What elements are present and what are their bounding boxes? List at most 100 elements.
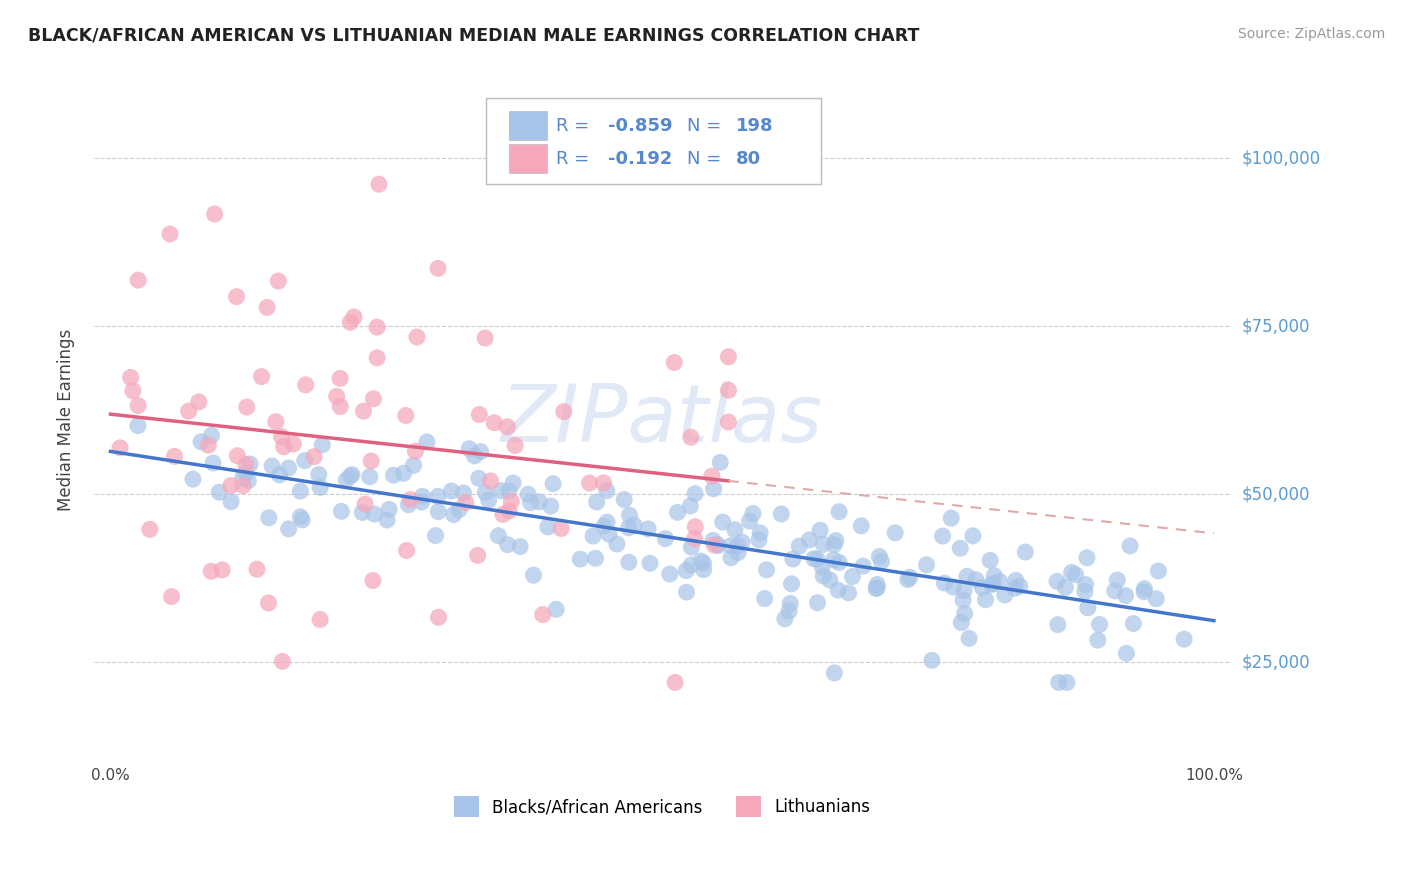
Point xyxy=(953,583,976,598)
Point xyxy=(700,469,723,483)
Point xyxy=(484,416,506,430)
Point xyxy=(127,273,149,287)
Point xyxy=(339,315,361,329)
Point xyxy=(1077,600,1099,615)
Point xyxy=(828,505,851,519)
Point xyxy=(720,550,742,565)
Text: ZIPatlas: ZIPatlas xyxy=(501,381,824,459)
Point xyxy=(994,588,1017,602)
Point xyxy=(257,510,280,524)
Point xyxy=(329,371,352,385)
Point xyxy=(406,330,429,344)
Point xyxy=(235,458,257,472)
Point xyxy=(1122,616,1144,631)
Point xyxy=(770,507,793,521)
Point xyxy=(1147,564,1170,578)
Point xyxy=(219,494,242,508)
Point xyxy=(311,438,333,452)
Point xyxy=(683,486,706,500)
Point xyxy=(395,409,418,423)
Text: R =: R = xyxy=(557,150,596,168)
Point xyxy=(957,632,980,646)
Point xyxy=(197,438,219,452)
Point xyxy=(915,558,938,572)
Point xyxy=(425,528,447,542)
Point xyxy=(749,525,772,540)
Point xyxy=(569,552,592,566)
Point xyxy=(1056,675,1078,690)
Point xyxy=(585,551,607,566)
Point xyxy=(727,546,749,560)
Point xyxy=(692,563,714,577)
Point xyxy=(404,444,426,458)
Point xyxy=(517,487,540,501)
Point xyxy=(190,434,212,449)
Point xyxy=(519,496,541,510)
Point xyxy=(359,469,381,483)
Point xyxy=(1047,675,1070,690)
Point xyxy=(808,523,831,537)
Point xyxy=(683,532,706,546)
Point xyxy=(160,590,183,604)
Point xyxy=(748,533,770,547)
Point xyxy=(1104,583,1126,598)
Legend: Blacks/African Americans, Lithuanians: Blacks/African Americans, Lithuanians xyxy=(447,789,877,823)
Point xyxy=(340,467,363,482)
Point xyxy=(702,533,724,548)
Point xyxy=(782,552,804,566)
Point xyxy=(531,607,554,622)
Point xyxy=(703,482,725,496)
Point xyxy=(546,602,568,616)
Point xyxy=(411,489,433,503)
Point xyxy=(1133,582,1156,596)
Point xyxy=(250,369,273,384)
Point xyxy=(335,473,357,487)
Point xyxy=(806,552,828,566)
Point xyxy=(828,556,851,570)
Point xyxy=(411,495,433,509)
Point xyxy=(502,475,524,490)
Point xyxy=(366,351,388,365)
Point xyxy=(898,570,921,584)
Point xyxy=(366,320,388,334)
Text: 198: 198 xyxy=(737,118,773,136)
Point xyxy=(291,513,314,527)
Text: -0.859: -0.859 xyxy=(607,118,672,136)
Point xyxy=(496,538,519,552)
Point xyxy=(1076,550,1098,565)
Point xyxy=(467,549,489,563)
Text: R =: R = xyxy=(557,118,596,136)
Point xyxy=(638,556,661,570)
Point xyxy=(709,455,731,469)
Point xyxy=(127,418,149,433)
Point xyxy=(1107,573,1129,587)
Point xyxy=(309,613,332,627)
Point xyxy=(257,596,280,610)
Point xyxy=(226,449,249,463)
Point xyxy=(467,471,489,485)
Point xyxy=(685,520,707,534)
Point xyxy=(658,567,681,582)
Point xyxy=(232,479,254,493)
Point xyxy=(343,310,366,324)
Point xyxy=(803,551,825,566)
Point xyxy=(949,541,972,556)
Point xyxy=(120,370,142,384)
Point xyxy=(270,429,292,443)
Point xyxy=(983,568,1005,582)
Point xyxy=(453,486,475,500)
Point xyxy=(789,539,811,553)
Point xyxy=(395,543,418,558)
Point xyxy=(866,577,889,591)
Point xyxy=(596,483,619,498)
Point xyxy=(238,474,260,488)
Point xyxy=(827,583,849,598)
Point xyxy=(360,454,382,468)
Point xyxy=(232,471,254,485)
Point xyxy=(522,568,544,582)
Point xyxy=(127,399,149,413)
Point xyxy=(1014,545,1036,559)
Point xyxy=(711,515,734,529)
Point xyxy=(468,408,491,422)
Point xyxy=(474,485,496,500)
